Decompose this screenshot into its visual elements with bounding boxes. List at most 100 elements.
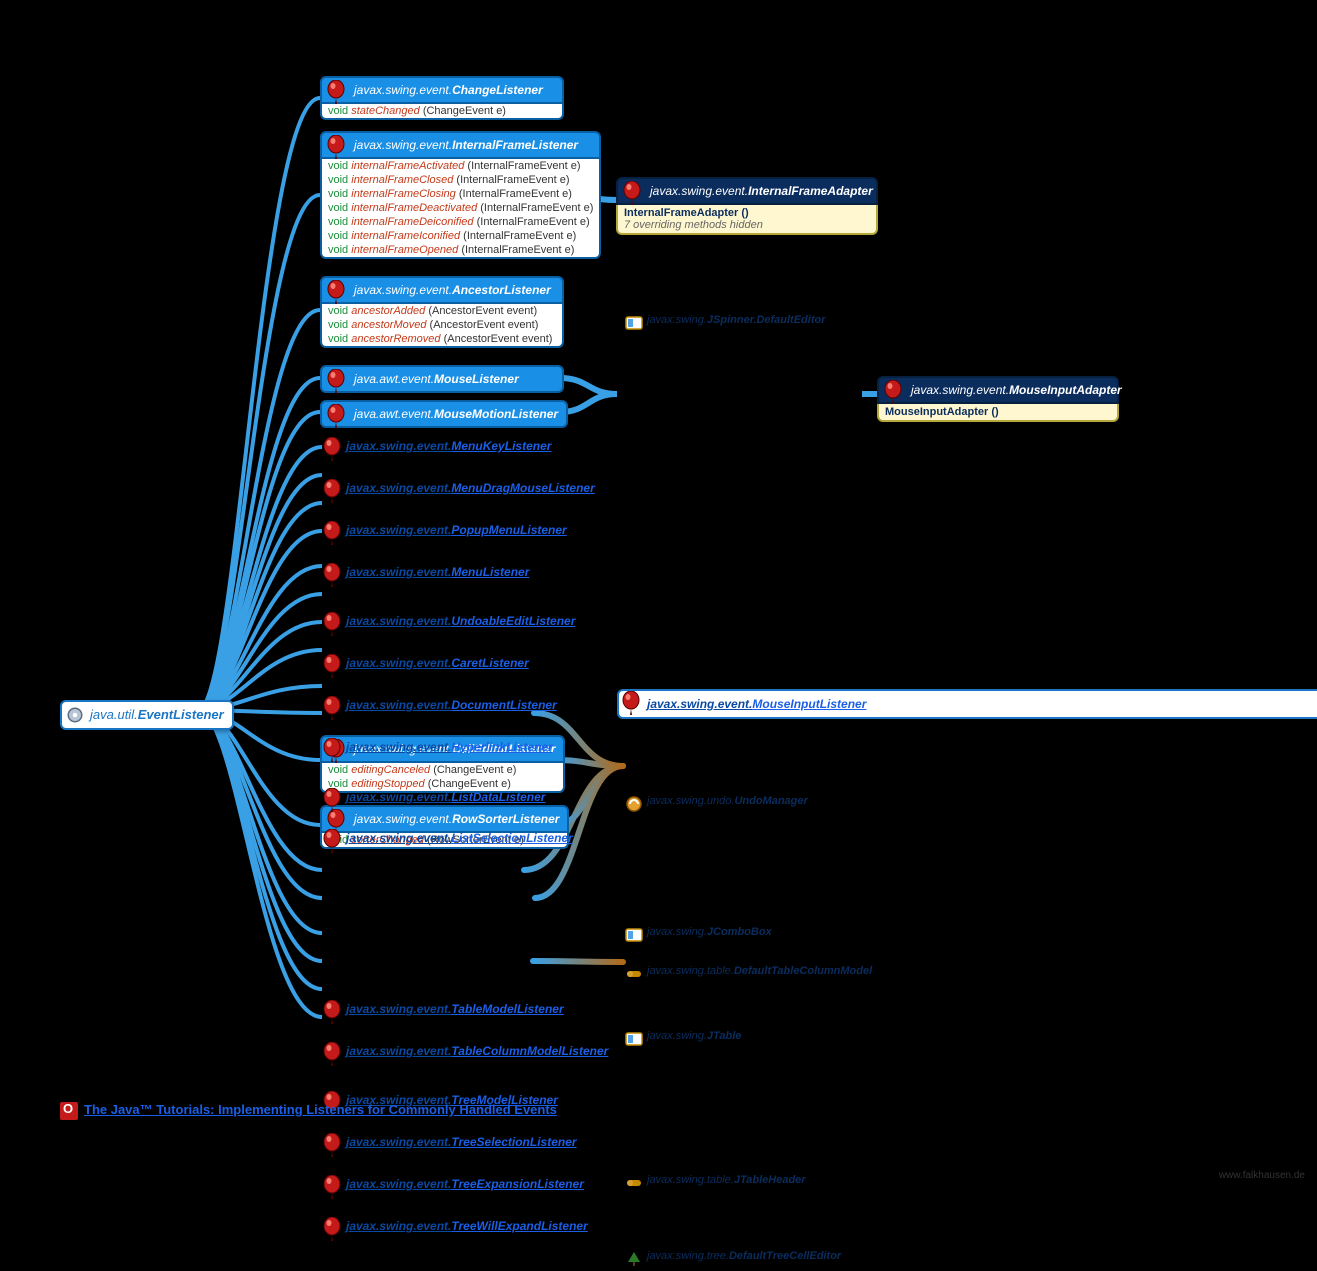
balloon-icon (322, 788, 342, 817)
balloon-icon (322, 1133, 342, 1162)
listener-menukey[interactable]: javax.swing.event.MenuKeyListener (322, 439, 1317, 453)
class-icon (625, 926, 643, 947)
interface-ancestor: javax.swing.event.AncestorListenervoid a… (320, 276, 564, 348)
balloon-icon (322, 654, 342, 683)
listener-listsel[interactable]: javax.swing.event.ListSelectionListener (322, 831, 1317, 845)
listener-treesel[interactable]: javax.swing.event.TreeSelectionListener (322, 1135, 1317, 1149)
method-row: void internalFrameDeiconified (InternalF… (320, 215, 601, 229)
interface-mouse: java.awt.event.MouseListener (320, 365, 564, 393)
impl-undomgr: javax.swing.undo.UndoManager (625, 795, 1317, 807)
balloon-icon (326, 80, 346, 111)
adapter-body: MouseInputAdapter () (877, 404, 1119, 422)
root-label: java.util.EventListener (90, 707, 224, 722)
edge (198, 378, 320, 710)
method-row: void internalFrameOpened (InternalFrameE… (320, 243, 601, 259)
edge (198, 447, 322, 710)
edge (560, 394, 617, 412)
balloon-icon (326, 135, 346, 166)
listener-undo[interactable]: javax.swing.event.UndoableEditListener (322, 614, 1317, 628)
interface-header: javax.swing.event.RowSorterListener (320, 805, 569, 833)
edge (198, 310, 320, 710)
listener-treewill[interactable]: javax.swing.event.TreeWillExpandListener (322, 1219, 1317, 1233)
impl-spinner: javax.swing.JSpinner.DefaultEditor (625, 314, 1317, 326)
method-row: void editingCanceled (ChangeEvent e) (320, 763, 565, 777)
class2-icon (625, 1174, 643, 1195)
interface-change: javax.swing.event.ChangeListenervoid sta… (320, 76, 564, 120)
balloon-icon (322, 1000, 342, 1029)
balloon-icon (883, 380, 903, 411)
edge (198, 622, 322, 710)
impl-dtcm: javax.swing.table.DefaultTableColumnMode… (625, 965, 1317, 977)
edge (198, 412, 320, 710)
balloon-icon (322, 1175, 342, 1204)
listener-menudrag[interactable]: javax.swing.event.MenuDragMouseListener (322, 481, 1317, 495)
adapter-header: javax.swing.event.InternalFrameAdapter (616, 177, 878, 205)
adapter-body: InternalFrameAdapter ()7 overriding meth… (616, 205, 878, 235)
balloon-icon (622, 181, 642, 212)
balloon-icon (322, 696, 342, 725)
balloon-icon (322, 1217, 342, 1246)
gear-icon (66, 706, 84, 724)
adapter-header: javax.swing.event.MouseInputAdapter (877, 376, 1119, 404)
edge (198, 566, 322, 710)
method-row: void ancestorMoved (AncestorEvent event) (320, 318, 564, 332)
balloon-icon (322, 612, 342, 641)
balloon-icon (322, 437, 342, 466)
oracle-icon (60, 1102, 78, 1120)
method-row: void internalFrameActivated (InternalFra… (320, 159, 601, 173)
impl-combo: javax.swing.JComboBox (625, 926, 1317, 938)
root-event-listener: java.util.EventListener (60, 700, 234, 730)
edge (198, 710, 322, 870)
interface-mousemotion: java.awt.event.MouseMotionListener (320, 400, 568, 428)
method-row: void internalFrameClosed (InternalFrameE… (320, 173, 601, 187)
edge (198, 710, 322, 989)
balloon-icon (621, 691, 641, 722)
balloon-icon (326, 369, 346, 400)
edge (198, 710, 322, 933)
mouse-input-listener-box: javax.swing.event.MouseInputListener (617, 689, 1317, 719)
listener-hyper[interactable]: javax.swing.event.HyperlinkListener (322, 740, 1317, 754)
interface-header: javax.swing.event.ChangeListener (320, 76, 564, 104)
balloon-icon (322, 563, 342, 592)
edge (198, 503, 322, 710)
edge (198, 594, 322, 710)
adapter-iframe_adapter: javax.swing.event.InternalFrameAdapterIn… (616, 177, 878, 235)
method-row: void ancestorAdded (AncestorEvent event) (320, 304, 564, 318)
edge (560, 378, 617, 394)
interface-header: javax.swing.event.AncestorListener (320, 276, 564, 304)
balloon-icon (322, 738, 342, 767)
edge (198, 475, 322, 710)
impl-jtable: javax.swing.JTable (625, 1030, 1317, 1042)
adapter-mouse_adapter: javax.swing.event.MouseInputAdapterMouse… (877, 376, 1119, 422)
listener-tcm[interactable]: javax.swing.event.TableColumnModelListen… (322, 1044, 1317, 1058)
method-row: void ancestorRemoved (AncestorEvent even… (320, 332, 564, 348)
method-row: void internalFrameClosing (InternalFrame… (320, 187, 601, 201)
impl-jth: javax.swing.table.JTableHeader (625, 1174, 1317, 1186)
balloon-icon (322, 829, 342, 858)
interface-header: java.awt.event.MouseListener (320, 365, 564, 393)
listener-tablemodel[interactable]: javax.swing.event.TableModelListener (322, 1002, 1317, 1016)
tree-icon (625, 1250, 643, 1271)
listener-caret[interactable]: javax.swing.event.CaretListener (322, 656, 1317, 670)
circle-icon (625, 795, 643, 816)
edge (533, 961, 623, 962)
balloon-icon (322, 479, 342, 508)
balloon-icon (322, 521, 342, 550)
footer-tutorial-link[interactable]: The Java™ Tutorials: Implementing Listen… (60, 1102, 557, 1117)
edge (198, 710, 322, 961)
listener-menu[interactable]: javax.swing.event.MenuListener (322, 565, 1317, 579)
method-row: void internalFrameIconified (InternalFra… (320, 229, 601, 243)
class2-icon (625, 965, 643, 986)
balloon-icon (326, 280, 346, 311)
interface-header: javax.swing.event.InternalFrameListener (320, 131, 601, 159)
class-icon (625, 314, 643, 335)
method-row: void internalFrameDeactivated (InternalF… (320, 201, 601, 215)
edge (198, 710, 322, 898)
listener-popup[interactable]: javax.swing.event.PopupMenuListener (322, 523, 1317, 537)
interface-header: java.awt.event.MouseMotionListener (320, 400, 568, 428)
edge (198, 531, 322, 710)
balloon-icon (326, 404, 346, 435)
edge (198, 710, 322, 1017)
watermark: www.falkhausen.de (1219, 1170, 1305, 1181)
impl-dtce: javax.swing.tree.DefaultTreeCellEditor (625, 1250, 1317, 1262)
